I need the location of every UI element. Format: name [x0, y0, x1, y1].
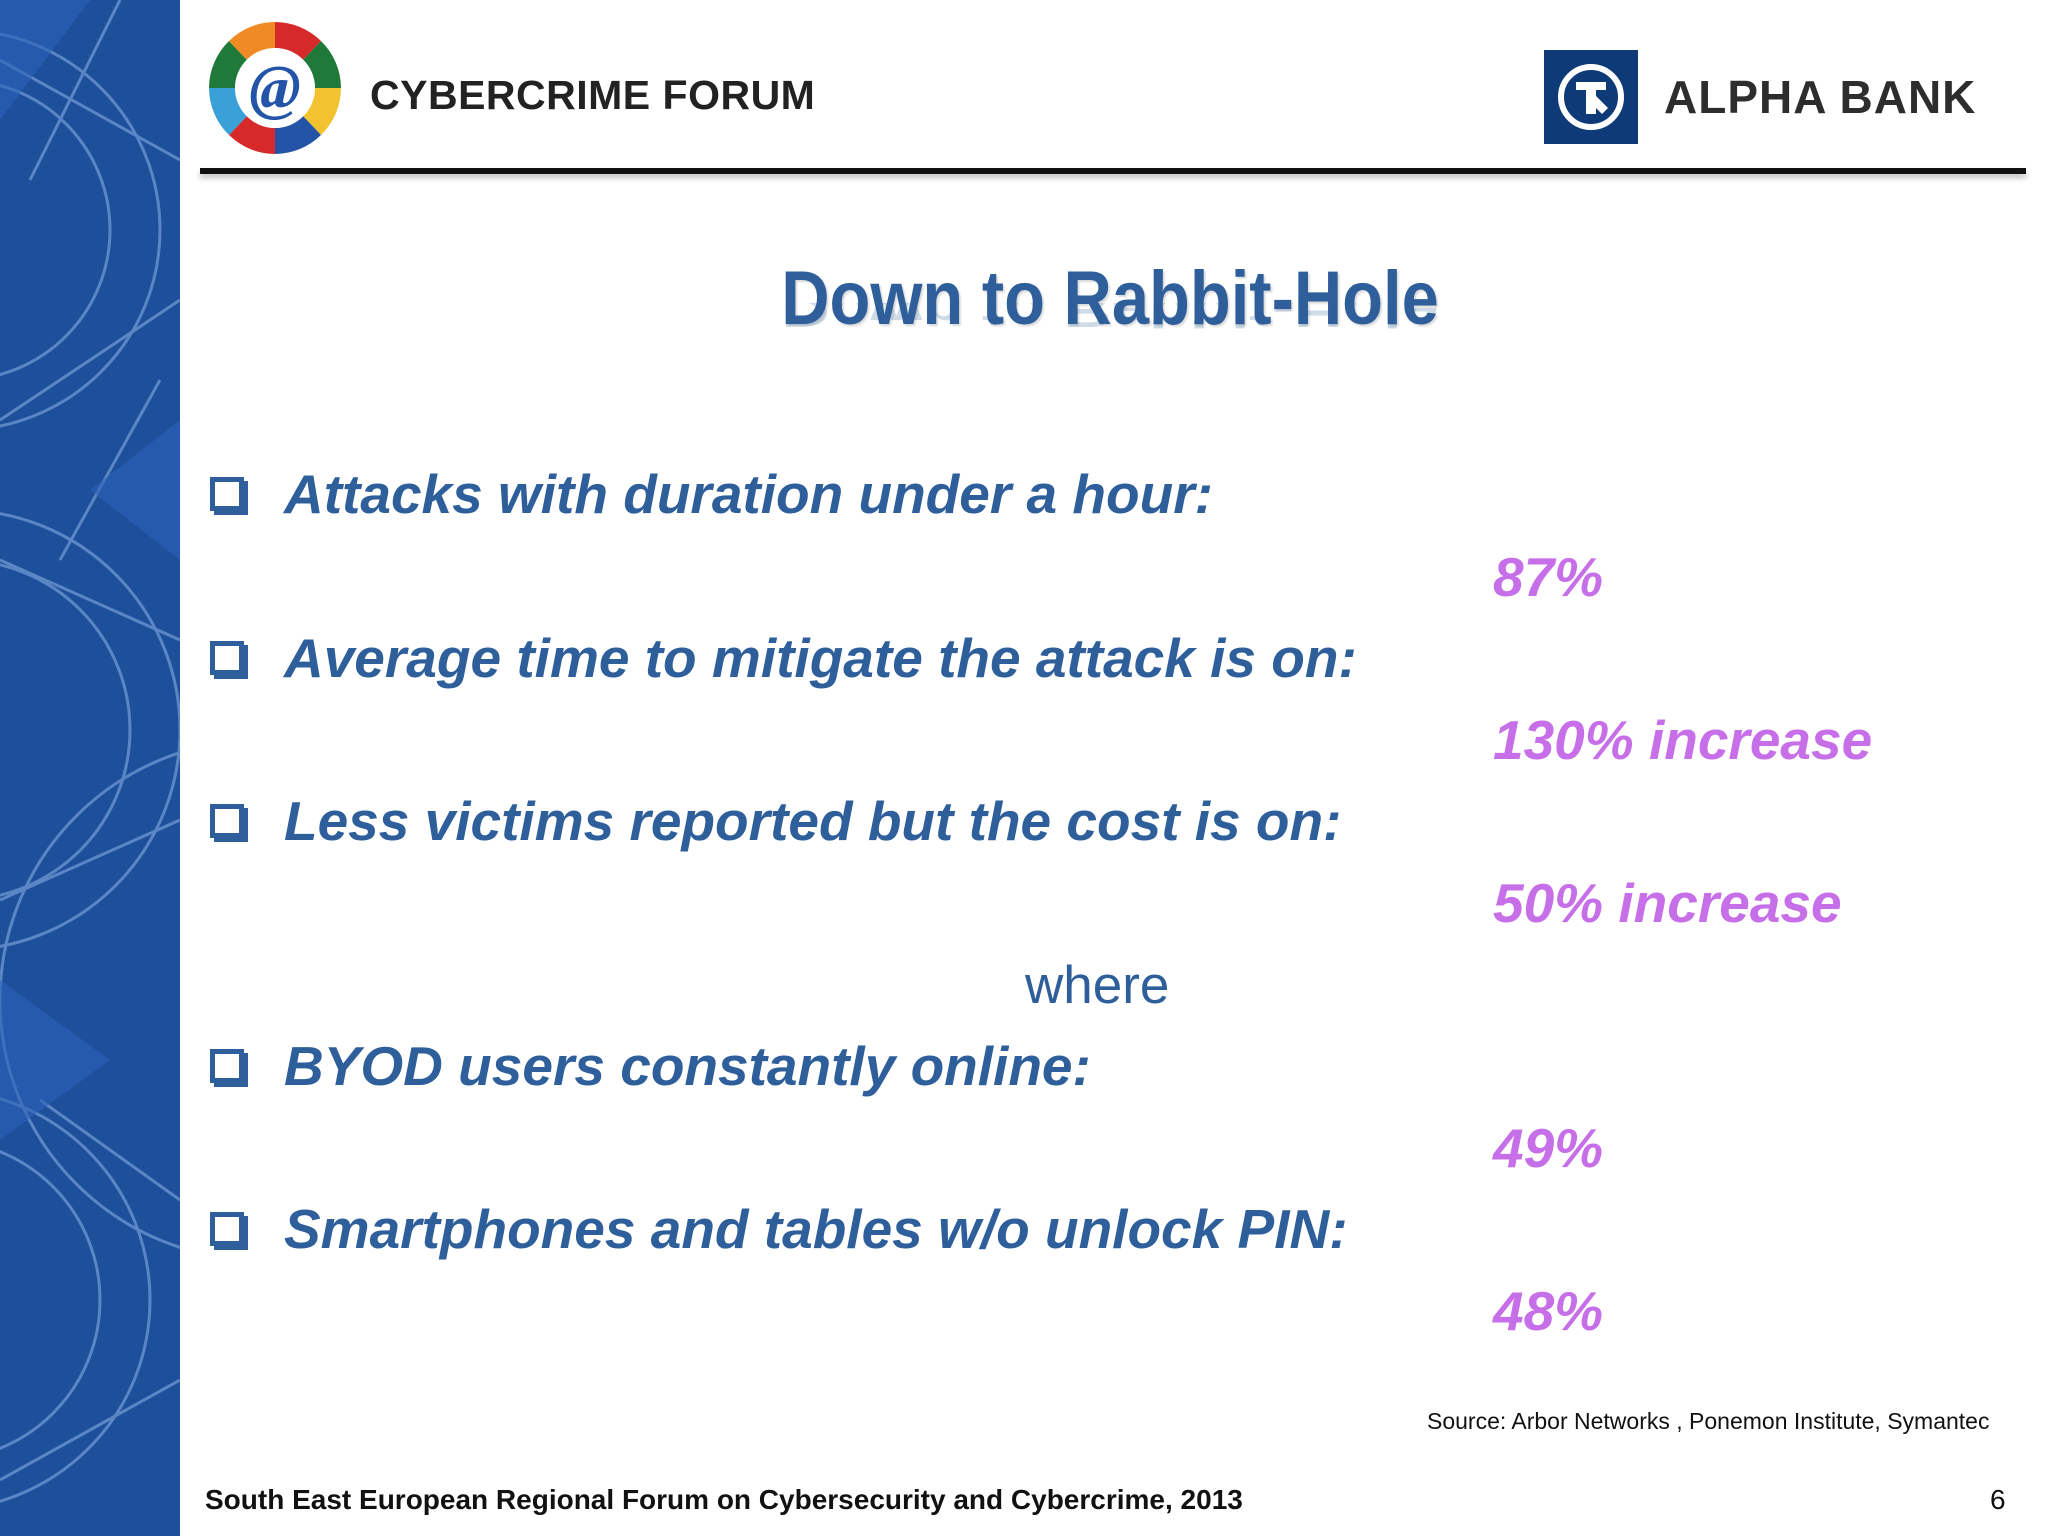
where-label: where	[1025, 956, 1170, 1015]
alpha-bank-mark-icon	[1544, 50, 1638, 144]
source-citation: Source: Arbor Networks , Ponemon Institu…	[1427, 1408, 1990, 1434]
checkbox-bullet-icon	[210, 1212, 244, 1246]
checkbox-bullet-icon	[210, 804, 244, 838]
stat-value: 87%	[1493, 546, 1604, 608]
bullet-text: BYOD users constantly online:	[284, 1035, 1091, 1097]
left-decorative-band	[0, 0, 180, 1536]
bullet-text: Average time to mitigate the attack is o…	[284, 627, 1357, 689]
bullet-text: Attacks with duration under a hour:	[284, 463, 1213, 525]
slide-title-reflection: Down to Rabbit-Hole	[781, 303, 1439, 336]
stat-value: 49%	[1493, 1117, 1604, 1179]
band-pattern-graphic	[0, 0, 180, 1503]
slide-title: Down to Rabbit-Hole	[781, 256, 1439, 341]
checkbox-bullet-icon	[210, 477, 244, 511]
bullet-item: Smartphones and tables w/o unlock PIN:	[210, 1197, 1348, 1261]
header-divider	[200, 168, 2026, 174]
bullet-text: Smartphones and tables w/o unlock PIN:	[284, 1198, 1348, 1260]
stat-value: 48%	[1493, 1280, 1604, 1342]
forum-title: CYBERCRIME FORUM	[370, 72, 816, 118]
checkbox-bullet-icon	[210, 641, 244, 675]
bullet-text: Less victims reported but the cost is on…	[284, 790, 1342, 852]
bank-name: ALPHA BANK	[1664, 71, 1977, 123]
bullet-item: Attacks with duration under a hour:	[210, 462, 1213, 526]
bank-logo: ALPHA BANK	[1544, 50, 1984, 144]
bank-mark-graphic	[1558, 64, 1624, 130]
stat-value: 130% increase	[1493, 709, 1873, 771]
page-number: 6	[1990, 1484, 2006, 1515]
stat-value: 50% increase	[1493, 872, 1842, 934]
checkbox-bullet-icon	[210, 1049, 244, 1083]
bullet-item: Less victims reported but the cost is on…	[210, 789, 1341, 853]
svg-text:@: @	[249, 54, 301, 122]
at-sign-globe-flags-logo: @	[205, 18, 345, 158]
bullet-item: Average time to mitigate the attack is o…	[210, 626, 1357, 690]
footer-text: South East European Regional Forum on Cy…	[205, 1484, 1243, 1515]
forum-logo-graphic: @	[209, 22, 341, 154]
bullet-item: BYOD users constantly online:	[210, 1034, 1091, 1098]
